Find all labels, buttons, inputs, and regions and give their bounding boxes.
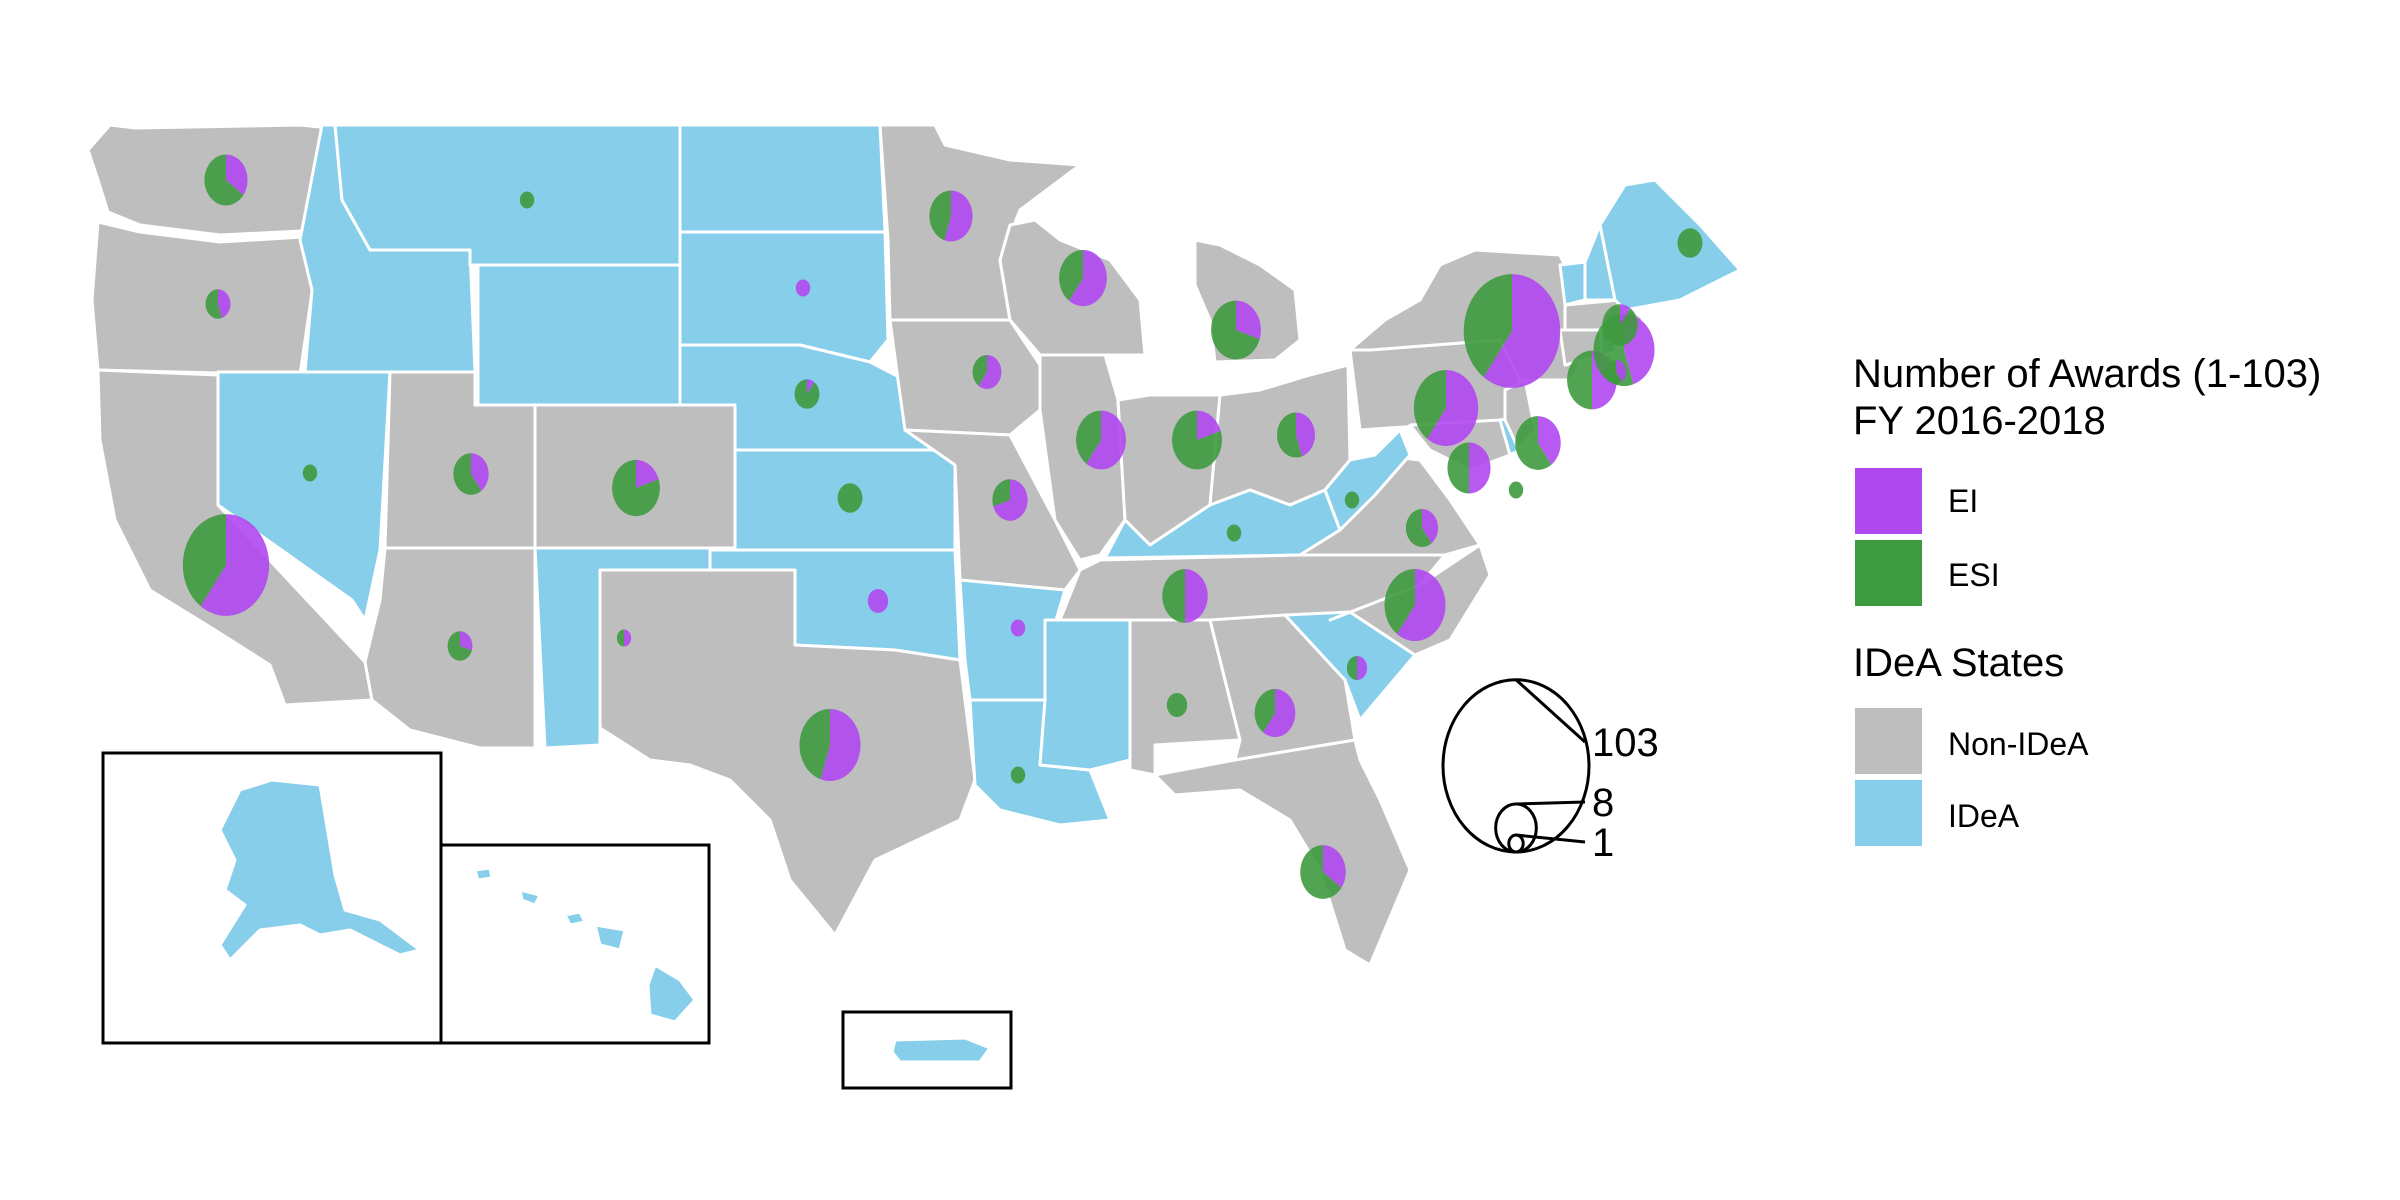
idea-legend-title: IDeA States <box>1853 641 2064 685</box>
size-legend: 103 81 <box>1443 680 1659 865</box>
pie-ut <box>453 453 488 495</box>
pie-me <box>1678 228 1703 257</box>
non-idea-legend-label: Non-IDeA <box>1948 726 2089 762</box>
pie-ar <box>1011 620 1025 637</box>
pie-ga <box>1255 689 1296 737</box>
pie-mn <box>929 191 972 242</box>
pie-mo <box>992 479 1027 521</box>
pie-nc <box>1384 569 1445 641</box>
size-legend-circle-8 <box>1496 804 1537 852</box>
pie-wa <box>204 155 247 206</box>
state-vt <box>1560 262 1585 305</box>
state-ms <box>1040 620 1130 770</box>
pie-ky <box>1227 525 1241 542</box>
pie-nh <box>1602 304 1637 346</box>
pie-ar-ei-slice <box>1011 620 1025 637</box>
pie-ks-esi-slice <box>838 483 863 512</box>
pie-al <box>1167 693 1187 717</box>
idea-legend-swatch <box>1855 780 1922 846</box>
state-wy <box>478 265 680 405</box>
legend: Number of Awards (1-103) FY 2016-2018 EI… <box>1853 352 2321 846</box>
pie-wv-esi-slice <box>1345 492 1359 509</box>
state-fl <box>1155 740 1410 965</box>
state-mt <box>335 125 680 265</box>
size-legend-label-8: 8 <box>1592 781 1614 825</box>
state-sd <box>680 232 888 362</box>
size-legend-leader-8 <box>1516 802 1585 804</box>
ei-legend-swatch <box>1855 468 1922 534</box>
pie-de <box>1509 482 1523 499</box>
awards-legend-title-line2: FY 2016-2018 <box>1853 399 2106 443</box>
pie-nv-esi-slice <box>303 465 317 482</box>
pie-la-esi-slice <box>1011 767 1025 784</box>
idea-legend-label: IDeA <box>1948 798 2020 834</box>
state-or <box>92 222 320 375</box>
pie-oh <box>1277 413 1315 458</box>
pie-ca <box>183 514 269 616</box>
state-nd <box>680 125 885 232</box>
pie-nm <box>617 630 631 647</box>
pie-al-esi-slice <box>1167 693 1187 717</box>
pie-pa <box>1414 370 1478 446</box>
pie-nj <box>1515 416 1560 470</box>
pie-in <box>1172 411 1222 470</box>
size-legend-circle-1 <box>1509 835 1523 852</box>
state-me <box>1600 180 1740 310</box>
pie-tx <box>799 709 860 781</box>
pie-fl <box>1300 845 1345 899</box>
pie-la <box>1011 767 1025 784</box>
pie-va <box>1406 509 1438 547</box>
pie-tn <box>1162 569 1207 623</box>
pie-mt-esi-slice <box>520 192 534 209</box>
ei-legend-label: EI <box>1948 483 1978 519</box>
non-idea-legend-swatch <box>1855 708 1922 774</box>
pie-co <box>612 460 660 516</box>
pie-mi <box>1211 301 1261 360</box>
pie-az <box>448 631 473 660</box>
pie-md <box>1447 443 1490 494</box>
pie-ok <box>868 589 888 613</box>
state-ia <box>890 320 1040 435</box>
pie-or <box>206 289 231 318</box>
pie-ne <box>795 379 820 408</box>
pie-wi <box>1059 250 1107 306</box>
pie-ia <box>973 355 1002 389</box>
pie-sc <box>1347 656 1367 680</box>
pie-mt <box>520 192 534 209</box>
esi-legend-swatch <box>1855 540 1922 606</box>
pie-nv <box>303 465 317 482</box>
state-pr <box>892 1038 990 1062</box>
pie-ks <box>838 483 863 512</box>
pie-ky-esi-slice <box>1227 525 1241 542</box>
awards-legend-title-line1: Number of Awards (1-103) <box>1853 352 2321 396</box>
size-legend-label-103: 103 <box>1592 721 1659 765</box>
pie-ny <box>1464 274 1561 388</box>
pie-me-esi-slice <box>1678 228 1703 257</box>
pie-de-esi-slice <box>1509 482 1523 499</box>
pie-il <box>1076 411 1126 470</box>
esi-legend-label: ESI <box>1948 557 2000 593</box>
pie-ok-ei-slice <box>868 589 888 613</box>
pie-wv <box>1345 492 1359 509</box>
pie-ne-esi-slice <box>795 379 820 408</box>
size-legend-label-1: 1 <box>1592 821 1614 865</box>
pie-ri <box>1606 360 1626 384</box>
pie-sd <box>796 280 810 297</box>
pie-sd-ei-slice <box>796 280 810 297</box>
size-legend-circle-103 <box>1443 680 1589 852</box>
